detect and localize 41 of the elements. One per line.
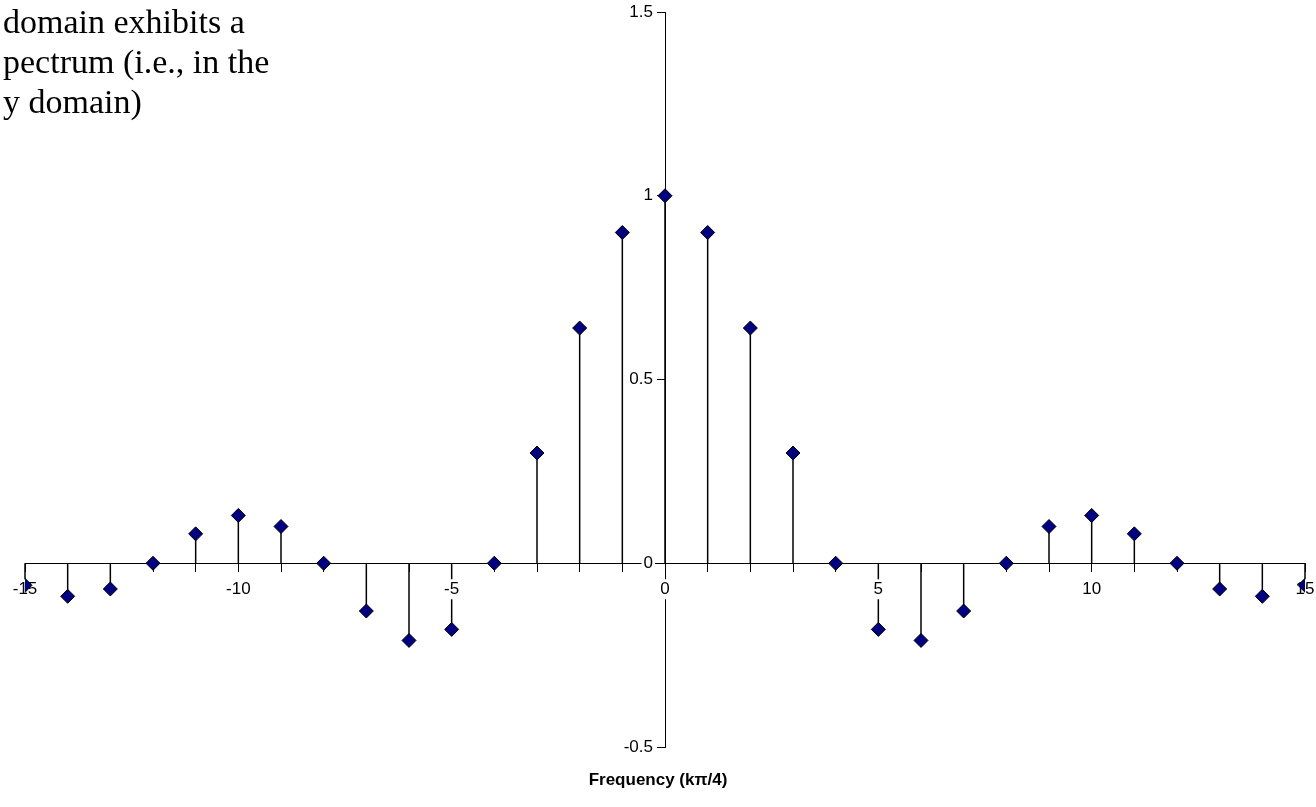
annotation: domain exhibits a pectrum (i.e., in the y domain)	[3, 2, 270, 122]
point	[785, 445, 801, 461]
point	[1041, 519, 1057, 534]
point	[1084, 507, 1100, 523]
x-axis-title: Frequency (kπ/4)	[587, 770, 729, 790]
point	[444, 621, 460, 637]
point	[1212, 581, 1228, 597]
point	[1254, 588, 1270, 604]
point	[870, 621, 886, 637]
point	[998, 555, 1014, 571]
y-tick-label: -0.5	[623, 736, 653, 756]
point	[273, 519, 289, 534]
x-tick-label: -5	[444, 578, 460, 598]
x-tick-label: -15	[12, 578, 38, 598]
y-tick-label: 1	[643, 185, 653, 205]
point	[145, 555, 161, 571]
point	[1126, 526, 1142, 542]
point	[572, 320, 588, 336]
point	[401, 632, 417, 648]
point	[486, 555, 502, 571]
point	[102, 581, 118, 597]
point	[956, 603, 972, 619]
x-tick-label: -10	[226, 578, 251, 598]
x-tick-label: 0	[660, 578, 670, 598]
point	[1169, 555, 1185, 571]
point	[230, 507, 246, 523]
point	[614, 225, 630, 240]
y-tick-label: 1.5	[629, 1, 653, 21]
point	[358, 603, 374, 619]
y-tick-label: 0.5	[629, 369, 653, 389]
y-tick-label: 0	[643, 552, 653, 572]
point	[913, 632, 929, 648]
point	[188, 526, 204, 542]
point	[316, 555, 332, 571]
point	[828, 555, 844, 571]
point	[60, 588, 76, 604]
point	[529, 445, 545, 461]
point	[700, 225, 716, 240]
point	[742, 320, 758, 336]
x-tick-label: 5	[873, 578, 884, 598]
x-tick-label: 10	[1082, 578, 1102, 598]
